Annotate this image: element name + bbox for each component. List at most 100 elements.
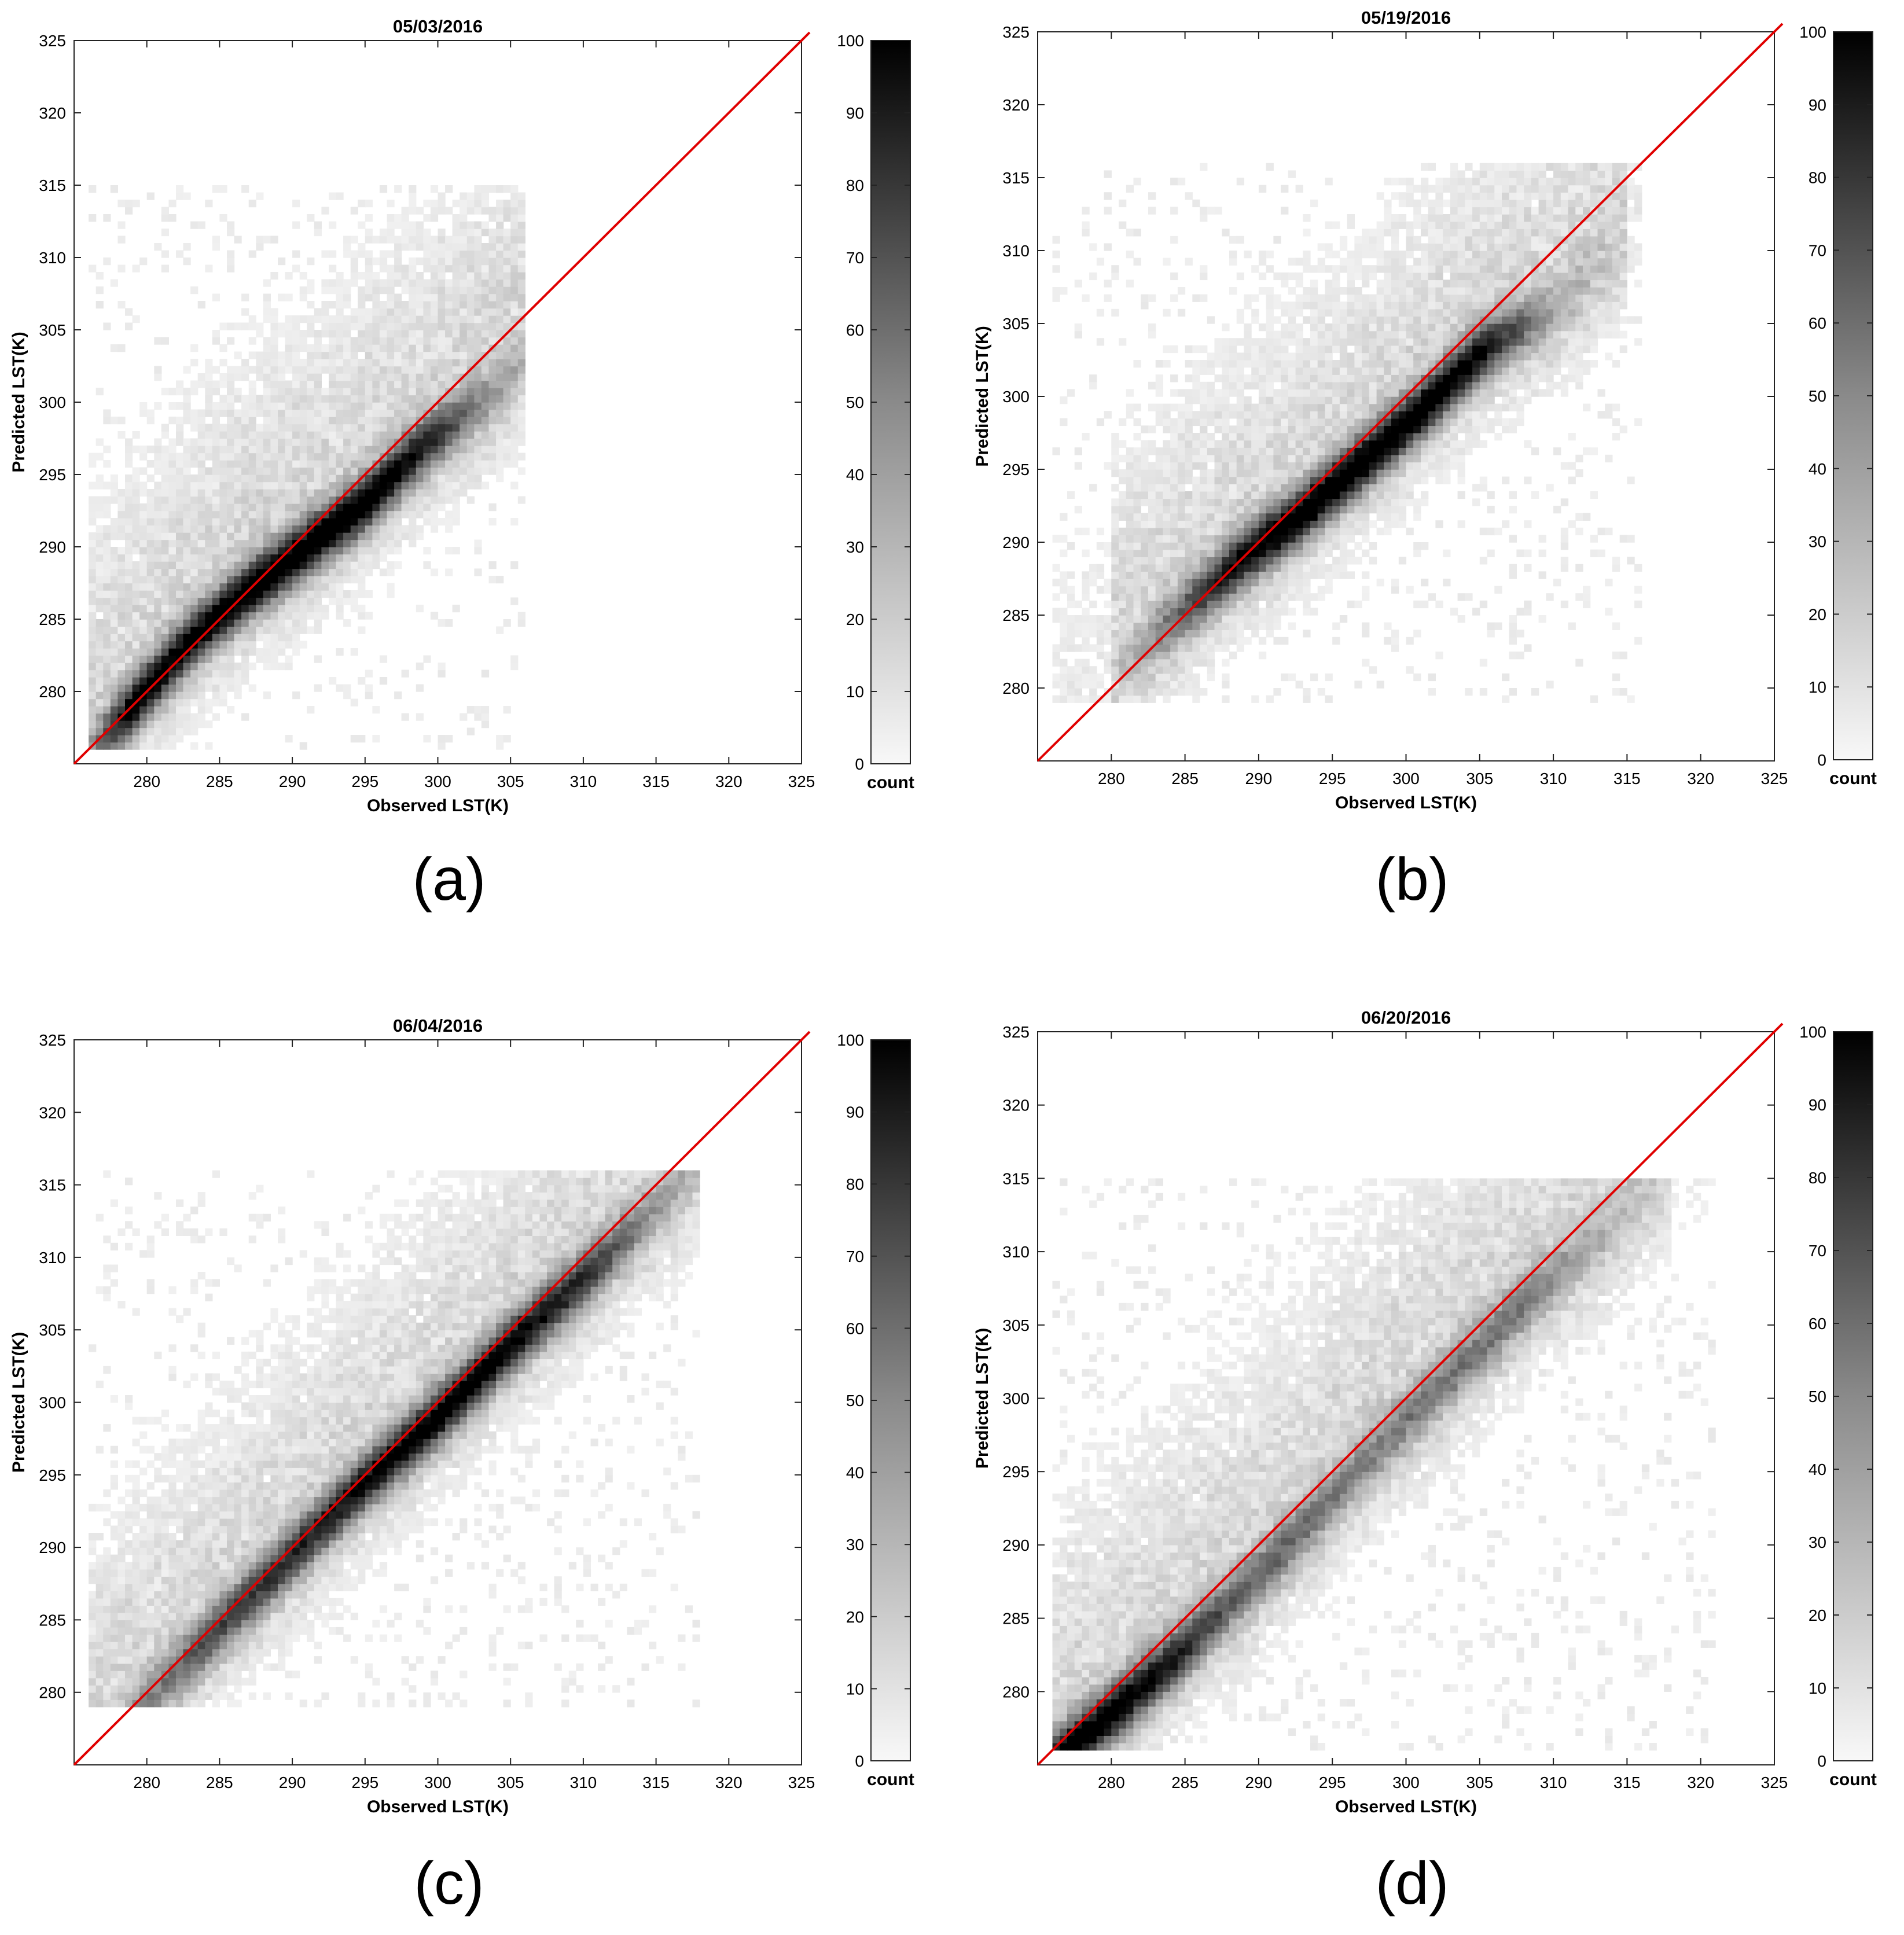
density-cell bbox=[496, 200, 504, 208]
density-cell bbox=[466, 460, 475, 468]
density-cell bbox=[372, 510, 380, 518]
density-cell bbox=[278, 525, 286, 533]
density-cell bbox=[416, 229, 424, 237]
density-cell bbox=[1244, 425, 1252, 433]
density-cell bbox=[314, 496, 322, 504]
density-cell bbox=[343, 481, 351, 490]
density-cell bbox=[89, 481, 97, 490]
density-cell bbox=[278, 460, 286, 468]
density-cell bbox=[1251, 367, 1259, 375]
density-cell bbox=[1148, 440, 1156, 448]
density-cell bbox=[1413, 352, 1421, 360]
density-cell bbox=[1332, 374, 1340, 382]
density-cell bbox=[299, 388, 307, 396]
density-cell bbox=[329, 677, 337, 685]
density-cell bbox=[1170, 586, 1178, 594]
density-cell bbox=[132, 568, 140, 576]
density-cell bbox=[95, 590, 104, 598]
density-cell bbox=[212, 626, 220, 634]
density-cell bbox=[139, 446, 148, 454]
density-cell bbox=[1406, 381, 1414, 390]
density-cell bbox=[1170, 389, 1178, 397]
density-cell bbox=[1362, 513, 1370, 521]
density-cell bbox=[1310, 462, 1318, 470]
density-cell bbox=[1200, 207, 1208, 215]
density-cell bbox=[1281, 279, 1289, 288]
density-cell bbox=[234, 366, 242, 374]
density-cell bbox=[372, 388, 380, 396]
density-cell bbox=[270, 663, 278, 671]
density-cell bbox=[1258, 564, 1267, 572]
density-cell bbox=[503, 286, 511, 295]
density-cell bbox=[299, 286, 307, 295]
density-cell bbox=[1347, 330, 1355, 339]
density-cell bbox=[1391, 579, 1399, 587]
density-cell bbox=[117, 561, 126, 569]
density-cell bbox=[510, 207, 519, 215]
density-cell bbox=[176, 590, 184, 598]
density-cell bbox=[510, 221, 519, 229]
density-cell bbox=[452, 446, 460, 454]
density-cell bbox=[430, 467, 439, 475]
density-cell bbox=[409, 200, 417, 208]
density-cell bbox=[445, 446, 453, 454]
density-cell bbox=[89, 698, 97, 707]
density-cell bbox=[292, 590, 300, 598]
density-cell bbox=[234, 583, 242, 591]
density-cell bbox=[1421, 163, 1429, 171]
density-cell bbox=[197, 460, 205, 468]
density-cell bbox=[365, 496, 373, 504]
density-cell bbox=[343, 351, 351, 359]
density-cell bbox=[379, 525, 388, 533]
density-cell bbox=[1229, 440, 1237, 448]
density-cell bbox=[1332, 272, 1340, 281]
density-cell bbox=[103, 612, 111, 620]
density-cell bbox=[1384, 367, 1392, 375]
density-cell bbox=[394, 532, 402, 540]
density-cell bbox=[103, 561, 111, 569]
density-cell bbox=[190, 453, 199, 461]
density-cell bbox=[1354, 294, 1362, 302]
panel-a: 280 285 290 295 300 305 310 315 320 3252802852902… bbox=[9, 16, 914, 913]
density-cell bbox=[1222, 644, 1230, 652]
density-cell bbox=[219, 467, 227, 475]
density-cell bbox=[1111, 542, 1119, 550]
density-cell bbox=[1222, 411, 1230, 419]
density-cell bbox=[146, 525, 155, 533]
density-cell bbox=[488, 279, 497, 287]
density-cell bbox=[154, 641, 162, 649]
density-cell bbox=[1185, 506, 1193, 514]
density-cell bbox=[234, 395, 242, 403]
density-cell bbox=[132, 547, 140, 555]
density-cell bbox=[488, 243, 497, 251]
density-cell bbox=[1119, 221, 1127, 229]
density-cell bbox=[270, 481, 278, 490]
density-cell bbox=[445, 308, 453, 316]
density-cell bbox=[1214, 630, 1222, 638]
density-cell bbox=[197, 409, 205, 417]
density-cell bbox=[1185, 447, 1193, 455]
density-cell bbox=[510, 402, 519, 410]
panel-label: (a) bbox=[412, 846, 486, 913]
density-cell bbox=[358, 293, 366, 301]
density-cell bbox=[387, 388, 395, 396]
density-cell bbox=[1347, 484, 1355, 492]
density-cell bbox=[110, 185, 118, 193]
density-cell bbox=[1185, 593, 1193, 601]
density-cell bbox=[256, 243, 264, 251]
density-cell bbox=[336, 301, 344, 309]
density-cell bbox=[1096, 586, 1105, 594]
density-cell bbox=[1082, 571, 1090, 579]
density-cell bbox=[285, 417, 293, 425]
density-cell bbox=[263, 547, 271, 555]
density-cell bbox=[1163, 476, 1171, 484]
density-cell bbox=[409, 510, 417, 518]
density-cell bbox=[1222, 615, 1230, 623]
density-cell bbox=[270, 590, 278, 598]
density-cell bbox=[1281, 352, 1289, 360]
density-cell bbox=[256, 561, 264, 569]
density-cell bbox=[278, 605, 286, 613]
density-cell bbox=[1104, 615, 1112, 623]
density-cell bbox=[1192, 294, 1200, 302]
density-cell bbox=[292, 330, 300, 338]
